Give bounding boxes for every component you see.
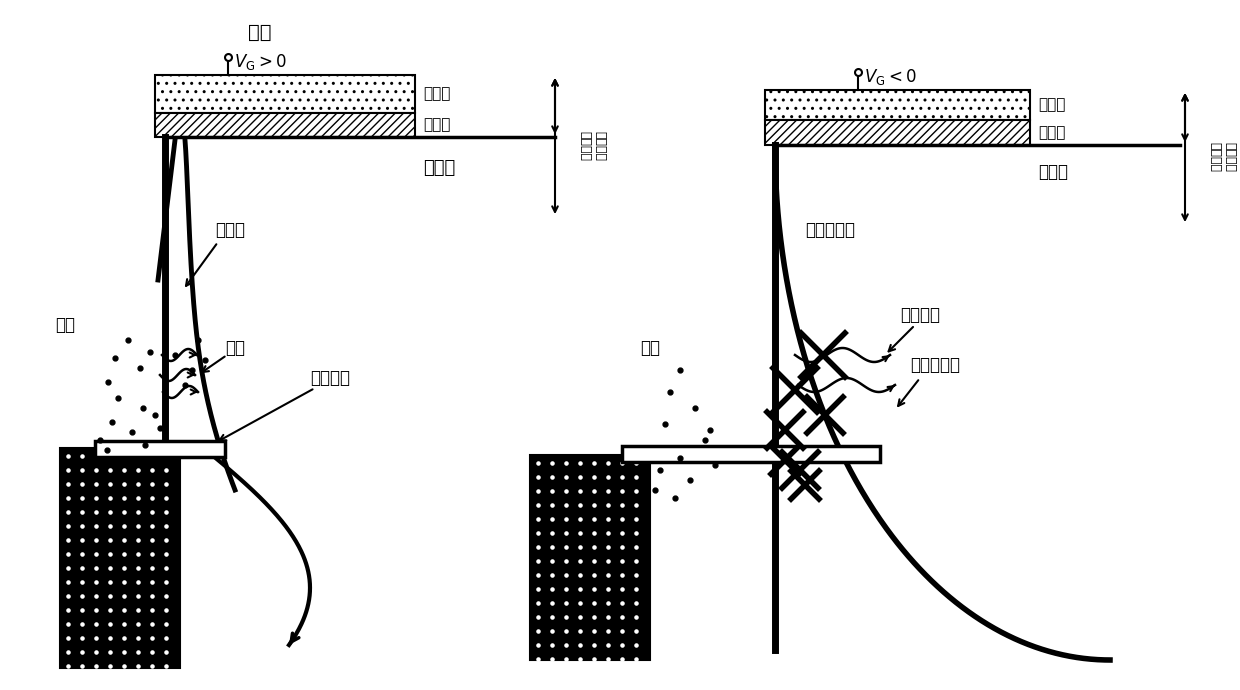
Text: 薄势垒: 薄势垒 xyxy=(215,221,246,239)
Text: 无遂穿电流: 无遂穿电流 xyxy=(910,356,960,374)
Text: 无法遂穿: 无法遂穿 xyxy=(900,306,940,324)
Text: 栅介质: 栅介质 xyxy=(1038,125,1065,140)
Bar xyxy=(155,113,415,137)
Text: 半导体: 半导体 xyxy=(1038,163,1068,181)
Text: 遂穿: 遂穿 xyxy=(224,339,246,357)
Bar xyxy=(765,120,1030,145)
Text: 半导体: 半导体 xyxy=(423,159,455,177)
Bar xyxy=(60,448,180,668)
Text: $V_\mathrm{G}>0$: $V_\mathrm{G}>0$ xyxy=(234,52,286,72)
Text: 电子: 电子 xyxy=(640,339,660,357)
Text: 遂穿电流: 遂穿电流 xyxy=(310,369,350,387)
Text: 栅极电容
结构示意: 栅极电容 结构示意 xyxy=(1208,143,1236,172)
Bar xyxy=(622,446,880,462)
Bar xyxy=(155,75,415,113)
Text: $V_\mathrm{G}<0$: $V_\mathrm{G}<0$ xyxy=(864,67,916,87)
Text: 栅极电容
结构示意: 栅极电容 结构示意 xyxy=(578,131,606,161)
Text: 电子: 电子 xyxy=(55,316,74,334)
Bar xyxy=(765,90,1030,120)
Text: 栅压: 栅压 xyxy=(248,23,272,41)
Text: 更厚的势垒: 更厚的势垒 xyxy=(805,221,856,239)
Text: 栅金属: 栅金属 xyxy=(423,86,450,101)
Bar xyxy=(95,441,224,457)
Text: 栅介质: 栅介质 xyxy=(423,117,450,132)
Bar xyxy=(529,455,650,660)
Text: 栅金属: 栅金属 xyxy=(1038,97,1065,112)
